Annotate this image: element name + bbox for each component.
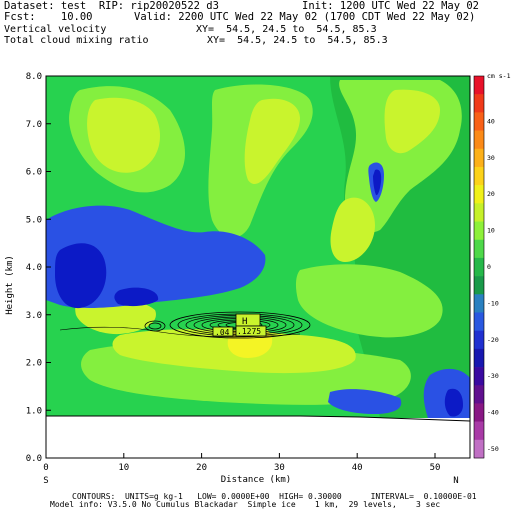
colorbar-swatch xyxy=(474,76,484,95)
y-tick-label: 4.0 xyxy=(26,263,42,273)
x-axis-title: Distance (km) xyxy=(221,475,291,485)
colorbar-label: 40 xyxy=(487,117,495,125)
contour-value-box xyxy=(212,326,234,337)
field-1-name: Vertical velocity xyxy=(4,24,107,35)
colorbar-label: 10 xyxy=(487,227,495,235)
field-2-name: Total cloud mixing ratio xyxy=(4,35,149,46)
forecast-hour: Fcst: 10.00 xyxy=(4,11,93,23)
colorbar-label: 0 xyxy=(487,263,491,271)
y-tick-label: 0.0 xyxy=(26,454,42,464)
colorbar-swatch xyxy=(474,257,484,277)
colorbar-swatch xyxy=(474,130,484,150)
x-axis: 0 10 20 30 40 50 xyxy=(43,453,440,473)
y-tick-label: 5.0 xyxy=(26,215,42,225)
colorbar-label: 30 xyxy=(487,154,495,162)
colorbar-label: -10 xyxy=(487,299,499,307)
x-tick-label: 0 xyxy=(43,463,48,473)
maximum-marker-label: H xyxy=(242,317,247,327)
colorbar-swatch xyxy=(474,276,484,295)
maximum-value: .1275 xyxy=(237,327,261,336)
x-axis-south-label: S xyxy=(43,476,48,486)
maximum-value-box xyxy=(235,325,267,337)
contour-info: CONTOURS: UNITS=g kg-1 LOW= 0.0000E+00 H… xyxy=(72,492,477,501)
init-time: Init: 1200 UTC Wed 22 May 02 xyxy=(302,0,480,12)
colorbar-swatch xyxy=(474,166,484,186)
colorbar-label: -20 xyxy=(487,336,499,344)
colorbar-swatch xyxy=(474,112,484,131)
model-info: Model info: V3.5.0 No Cumulus Blackadar … xyxy=(50,500,441,509)
y-tick-label: 1.0 xyxy=(26,406,42,416)
y-axis: 0.0 1.0 2.0 3.0 4.0 5.0 6.0 7.0 8.0 xyxy=(26,72,51,464)
x-tick-label: 20 xyxy=(196,463,207,473)
colorbar-swatch xyxy=(474,330,484,350)
colorbar-swatch xyxy=(474,439,484,459)
field-1-cross-section: XY= 54.5, 24.5 to 54.5, 85.3 xyxy=(196,24,377,35)
valid-time: Valid: 2200 UTC Wed 22 May 02 (1700 CDT … xyxy=(134,11,476,23)
x-axis-north-label: N xyxy=(453,476,458,486)
y-axis-title: Height (km) xyxy=(5,255,15,315)
y-tick-label: 2.0 xyxy=(26,359,42,369)
colorbar-swatch xyxy=(474,185,484,204)
colorbar-label: -50 xyxy=(487,445,499,453)
terrain-line xyxy=(46,415,471,422)
colorbar-swatch xyxy=(474,94,484,113)
colorbar: 40 30 20 10 0 -10 -20 -30 -40 -50 xyxy=(473,75,499,459)
colorbar-swatch xyxy=(474,348,484,368)
colorbar-frame xyxy=(473,75,485,459)
x-tick-label: 40 xyxy=(352,463,363,473)
y-tick-label: 8.0 xyxy=(26,72,42,82)
shaded-field xyxy=(46,76,470,418)
colorbar-unit: cm s-1 xyxy=(487,72,511,80)
colorbar-swatch xyxy=(474,403,484,422)
colorbar-swatch xyxy=(474,148,484,168)
colorbar-swatch xyxy=(474,221,484,241)
colorbar-label: -30 xyxy=(487,372,499,380)
y-tick-label: 3.0 xyxy=(26,311,42,321)
colorbar-swatch xyxy=(474,385,484,404)
x-tick-label: 50 xyxy=(430,463,441,473)
x-tick-label: 30 xyxy=(274,463,285,473)
y-tick-label: 6.0 xyxy=(26,168,42,178)
dataset-label: Dataset: test RIP: rip20020522 d3 xyxy=(4,0,219,12)
colorbar-swatch xyxy=(474,294,484,313)
colorbar-swatch xyxy=(474,203,484,222)
colorbar-swatch xyxy=(474,367,484,386)
colorbar-swatch xyxy=(474,239,484,259)
colorbar-label: 20 xyxy=(487,190,495,198)
maximum-marker xyxy=(235,313,261,327)
y-tick-label: 7.0 xyxy=(26,120,42,130)
contour-value: .04 xyxy=(215,328,230,337)
field-2-cross-section: XY= 54.5, 24.5 to 54.5, 85.3 xyxy=(207,35,388,46)
colorbar-swatch xyxy=(474,421,484,441)
colorbar-swatch xyxy=(474,312,484,331)
x-tick-label: 10 xyxy=(118,463,129,473)
colorbar-label: -40 xyxy=(487,409,499,417)
